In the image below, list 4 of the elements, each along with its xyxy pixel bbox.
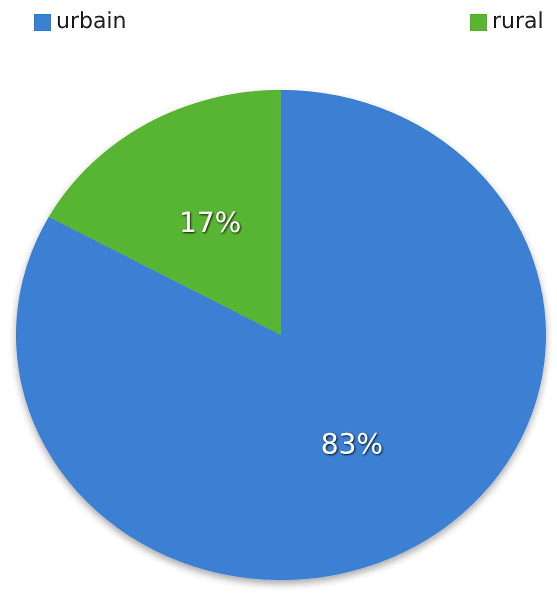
legend-label: urbain [56,9,126,34]
data-label: 83% [320,427,383,460]
legend-label: rural [492,9,544,34]
data-label: 17% [179,206,242,239]
